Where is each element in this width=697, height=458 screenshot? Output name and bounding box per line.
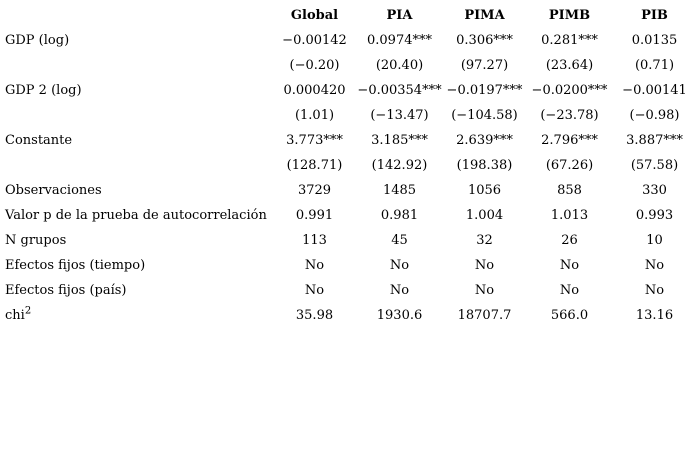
cell-value: (97.27) xyxy=(460,58,509,73)
cell-value: 18707.7 xyxy=(457,308,512,323)
cell-value: 0.0974*** xyxy=(367,33,432,48)
cell-value: 45 xyxy=(391,233,408,248)
cell-value: (20.40) xyxy=(375,58,424,73)
cell-value: −0.00141 xyxy=(622,83,687,98)
table-row: (−0.20) (20.40) (97.27) (23.64) (0.71) xyxy=(0,53,697,78)
column-header-pia: PIA xyxy=(386,8,413,23)
cell-value: 0.993 xyxy=(635,208,674,223)
cell-value: 35.98 xyxy=(295,308,334,323)
row-label: Constante xyxy=(5,133,73,148)
cell-value: 3.887*** xyxy=(626,133,683,148)
cell-value: No xyxy=(474,258,495,273)
row-label: GDP (log) xyxy=(5,33,70,48)
cell-value: (0.71) xyxy=(634,58,675,73)
cell-value: −0.00142 xyxy=(282,33,347,48)
cell-value: 0.0135 xyxy=(631,33,678,48)
cell-value: No xyxy=(389,258,410,273)
cell-value: No xyxy=(304,283,325,298)
cell-value: (−0.20) xyxy=(289,58,340,73)
cell-value: No xyxy=(559,258,580,273)
cell-value: 10 xyxy=(646,233,663,248)
row-label xyxy=(0,53,272,78)
cell-value: 2.796*** xyxy=(541,133,598,148)
column-header-pima: PIMA xyxy=(464,8,505,23)
table-row: Efectos fijos (tiempo) No No No No No xyxy=(0,253,697,278)
column-header-empty xyxy=(0,3,272,28)
cell-value: No xyxy=(559,283,580,298)
table-row: (1.01) (−13.47) (−104.58) (−23.78) (−0.98) xyxy=(0,103,697,128)
cell-value: 566.0 xyxy=(550,308,589,323)
row-label: GDP 2 (log) xyxy=(5,83,82,98)
row-label-superscript: 2 xyxy=(24,305,32,317)
table-body: GDP (log) −0.00142 0.0974*** 0.306*** 0.281*… xyxy=(0,28,697,328)
row-label: Observaciones xyxy=(5,183,102,198)
cell-value: 13.16 xyxy=(635,308,674,323)
row-label: Valor p de la prueba de autocorrelación xyxy=(5,208,267,223)
cell-value: 113 xyxy=(302,233,327,248)
cell-value: 3.773*** xyxy=(286,133,343,148)
cell-value: No xyxy=(644,283,665,298)
row-label: Efectos fijos (país) xyxy=(5,283,127,298)
cell-value: (−13.47) xyxy=(370,108,429,123)
cell-value: 1.004 xyxy=(465,208,504,223)
cell-value: 0.991 xyxy=(295,208,334,223)
cell-value: 2.639*** xyxy=(456,133,513,148)
column-header-global: Global xyxy=(290,8,339,23)
table-header: Global PIA PIMA PIMB PIB xyxy=(0,3,697,28)
table-row: Constante 3.773*** 3.185*** 2.639*** 2.796**… xyxy=(0,128,697,153)
cell-value: 1930.6 xyxy=(376,308,423,323)
cell-value: (128.71) xyxy=(286,158,343,173)
cell-value: (23.64) xyxy=(545,58,594,73)
cell-value: −0.0200*** xyxy=(531,83,608,98)
cell-value: (−23.78) xyxy=(540,108,599,123)
cell-value: 0.000420 xyxy=(283,83,346,98)
table-row: N grupos 113 45 32 26 10 xyxy=(0,228,697,253)
row-label: Efectos fijos (tiempo) xyxy=(5,258,146,273)
cell-value: (198.38) xyxy=(456,158,513,173)
row-label xyxy=(0,103,272,128)
cell-value: No xyxy=(474,283,495,298)
cell-value: (142.92) xyxy=(371,158,428,173)
cell-value: 1056 xyxy=(467,183,502,198)
cell-value: 1485 xyxy=(382,183,417,198)
cell-value: (57.58) xyxy=(630,158,679,173)
cell-value: −0.00354*** xyxy=(357,83,442,98)
row-label: N grupos xyxy=(5,233,67,248)
cell-value: No xyxy=(644,258,665,273)
table-row: chi2 35.98 1930.6 18707.7 566.0 13.16 xyxy=(0,303,697,328)
cell-value: 858 xyxy=(557,183,582,198)
cell-value: 0.306*** xyxy=(456,33,513,48)
cell-value: No xyxy=(389,283,410,298)
table-row: Valor p de la prueba de autocorrelación 0… xyxy=(0,203,697,228)
cell-value: No xyxy=(304,258,325,273)
column-header-pib: PIB xyxy=(641,8,668,23)
cell-value: (67.26) xyxy=(545,158,594,173)
regression-table: Global PIA PIMA PIMB PIB GDP (log) −0.00142 0.… xyxy=(0,3,697,328)
cell-value: −0.0197*** xyxy=(446,83,523,98)
table-row: GDP (log) −0.00142 0.0974*** 0.306*** 0.281*… xyxy=(0,28,697,53)
cell-value: 3729 xyxy=(297,183,332,198)
table-row: GDP 2 (log) 0.000420 −0.00354*** −0.0197***… xyxy=(0,78,697,103)
row-label: chi2 xyxy=(5,305,32,323)
cell-value: 330 xyxy=(642,183,667,198)
table-header-row: Global PIA PIMA PIMB PIB xyxy=(0,3,697,28)
table-row: Observaciones 3729 1485 1056 858 330 xyxy=(0,178,697,203)
cell-value: 3.185*** xyxy=(371,133,428,148)
cell-value: 32 xyxy=(476,233,493,248)
row-label xyxy=(0,153,272,178)
cell-value: 0.281*** xyxy=(541,33,598,48)
column-header-pimb: PIMB xyxy=(548,8,591,23)
cell-value: 0.981 xyxy=(380,208,419,223)
cell-value: 26 xyxy=(561,233,578,248)
table-row: (128.71) (142.92) (198.38) (67.26) (57.58) xyxy=(0,153,697,178)
cell-value: (1.01) xyxy=(294,108,335,123)
cell-value: (−104.58) xyxy=(451,108,518,123)
cell-value: 1.013 xyxy=(550,208,589,223)
table-row: Efectos fijos (país) No No No No No xyxy=(0,278,697,303)
cell-value: (−0.98) xyxy=(629,108,680,123)
